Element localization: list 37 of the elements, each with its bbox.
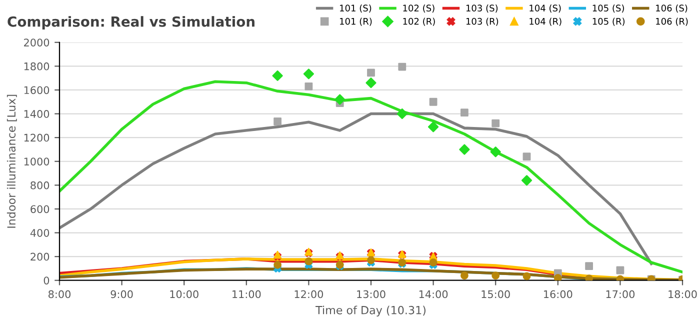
y-tick-label: 0 [44, 276, 50, 284]
x-tick-label: 10:00 [170, 290, 198, 298]
x-tick-label: 17:00 [606, 290, 635, 298]
legend-label: 101 (S) [340, 4, 372, 13]
y-tick-label: 1400 [24, 110, 50, 118]
legend-label: 105 (S) [592, 4, 624, 13]
legend-label: 104 (R) [530, 18, 562, 26]
x-tick-label: 16:00 [544, 290, 572, 298]
y-tick-label: 600 [30, 205, 50, 214]
legend-label: 105 (R) [592, 18, 624, 26]
legend-label: 101 (R) [340, 18, 372, 26]
y-axis-title: Indoor illuminance [Lux] [6, 94, 17, 228]
legend-label: 102 (R) [403, 18, 435, 26]
chart-title: Comparison: Real vs Simulation [8, 16, 254, 30]
x-tick-label: 13:00 [357, 290, 386, 298]
x-axis-title: Time of Day (10.31) [316, 306, 426, 316]
x-tick-label: 12:00 [294, 290, 324, 298]
y-tick-label: 1200 [24, 134, 50, 142]
x-tick-label: 14:00 [419, 290, 448, 298]
y-tick-label: 1600 [24, 86, 50, 94]
x-tick-label: 9:00 [110, 290, 133, 298]
x-tick-label: 15:00 [482, 290, 510, 298]
y-tick-label: 800 [30, 181, 50, 190]
y-tick-label: 200 [30, 252, 50, 261]
y-tick-label: 2000 [24, 38, 50, 46]
x-tick-label: 11:00 [232, 290, 261, 298]
x-tick-label: 18:00 [668, 290, 697, 298]
legend-label: 102 (S) [403, 4, 434, 13]
legend-label: 104 (S) [530, 4, 561, 13]
legend-label: 103 (R) [466, 18, 498, 26]
x-tick-label: 8:00 [48, 290, 71, 298]
legend-label: 106 (S) [656, 4, 688, 13]
y-tick-label: 1000 [24, 158, 50, 166]
y-tick-label: 1800 [24, 62, 50, 70]
y-tick-label: 400 [30, 228, 50, 237]
legend-label: 106 (R) [656, 18, 688, 26]
legend-label: 103 (S) [466, 4, 498, 13]
